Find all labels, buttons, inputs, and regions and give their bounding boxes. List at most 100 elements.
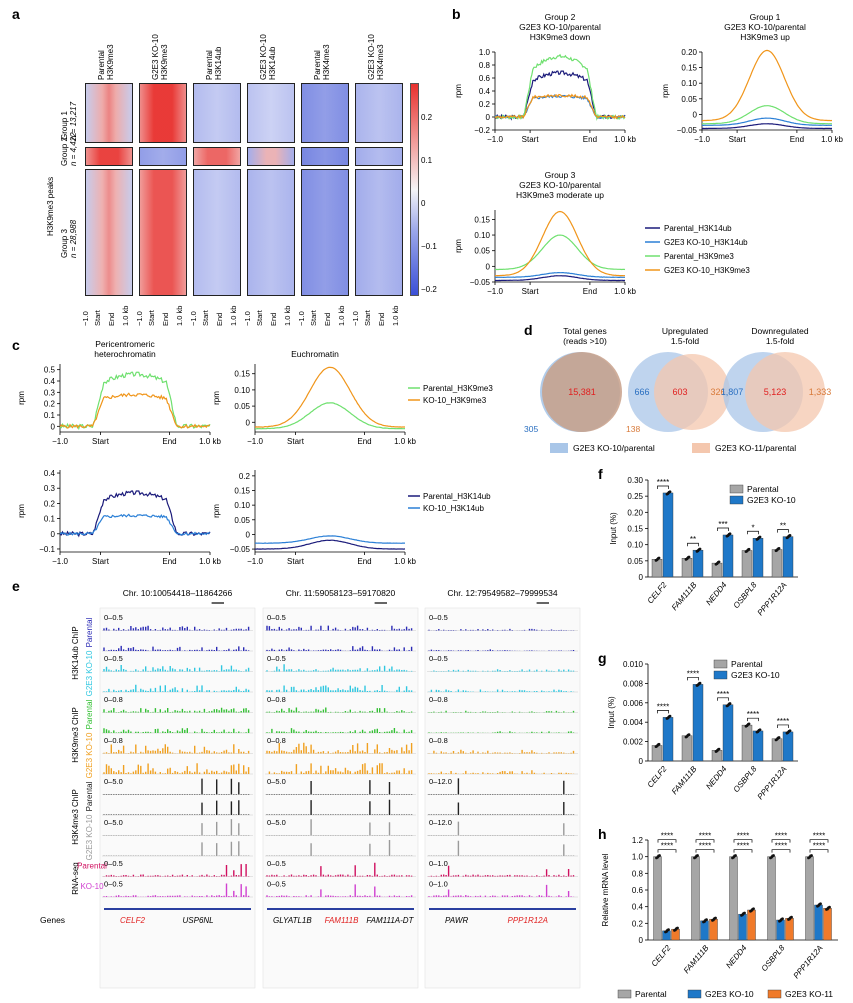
y-tick-label: 0.4 (632, 903, 644, 912)
heatmap-cell (193, 83, 241, 143)
group-name: Group 2 (60, 137, 69, 166)
profile-axes: 0.5 0.4 0.3 0.2 0.1 0 −1.0 Start End 1.0 kb (44, 364, 221, 446)
column-header-line2: H3K9me3 (160, 44, 169, 80)
x-tick-label: −1.0 (52, 437, 68, 446)
venn-title-line: 1.5-fold (766, 336, 795, 346)
heatmap-cell (247, 147, 295, 166)
category-label: NEDD4 (704, 580, 729, 607)
plot-title-line: Euchromatin (291, 349, 339, 359)
venn-count-center: 5,123 (764, 387, 787, 397)
track-signal (103, 819, 250, 836)
bar (681, 558, 693, 578)
gene-name: USP6NL (183, 916, 214, 925)
y-tick-label: 0.4 (44, 469, 56, 478)
heatmap-x-tick: End (377, 312, 386, 326)
track-range-label: 0–0.8 (104, 736, 123, 745)
y-axis-label: Input (%) (607, 696, 616, 729)
significance-bracket (809, 839, 829, 843)
heatmap-cell (193, 147, 241, 166)
heatmap-cell (355, 83, 403, 143)
genes-label: Genes (40, 915, 65, 925)
significance-bracket (777, 724, 789, 728)
y-tick-label: −0.05 (470, 278, 491, 287)
heatmap-x-tick: −1.0 (351, 311, 360, 326)
profile-line (59, 371, 211, 431)
heatmap-x-tick: 1.0 kb (283, 305, 292, 326)
gene-name: FAM111B (325, 916, 359, 925)
track-range-label: 0–0.5 (104, 654, 123, 663)
heatmap-column-header: G2E3 KO-10 H3K4me3 (367, 34, 385, 80)
heatmap-x-tick: 1.0 kb (229, 305, 238, 326)
venn-circle-ko11 (745, 352, 825, 432)
column-header-line2: H3K9me3 (106, 44, 115, 80)
track-signal (266, 884, 413, 897)
heatmap-x-tick: End (323, 312, 332, 326)
y-tick-label: −0.2 (474, 126, 490, 135)
significance-bracket (695, 849, 715, 853)
legend-label: Parental_H3K14ub (423, 492, 491, 501)
legend-label: G2E3 KO-10_H3K9me3 (664, 266, 750, 275)
y-tick-label: 0.4 (44, 377, 56, 386)
significance-label: **** (777, 717, 789, 726)
significance-label: **** (737, 842, 749, 851)
venn-count-right: 326 (710, 387, 725, 397)
x-tick-label: 1.0 kb (614, 287, 636, 296)
heatmap-cell (301, 147, 349, 166)
bar (741, 550, 753, 578)
bar (805, 856, 814, 941)
x-tick-label: Start (92, 437, 110, 446)
track-signal (103, 883, 250, 897)
legend-swatch (687, 989, 702, 999)
heatmap-x-tick: Start (255, 310, 264, 326)
profile-line (59, 490, 211, 538)
significance-bracket (695, 839, 715, 843)
track-signal (266, 840, 413, 856)
y-tick-label: 0 (486, 262, 491, 271)
y-tick-label: 0.10 (234, 386, 250, 395)
track-range-label: 0–0.8 (429, 736, 448, 745)
venn-title-line: Downregulated (751, 326, 808, 336)
bar (700, 920, 709, 941)
y-tick-label: 0.15 (681, 64, 697, 73)
sample-label: Parental (85, 699, 94, 729)
y-tick-label: 0.25 (627, 492, 643, 501)
y-tick-label: 0.20 (681, 48, 697, 57)
significance-label: **** (661, 842, 673, 851)
track-signal (266, 799, 413, 815)
track-range-label: 0–0.5 (267, 654, 286, 663)
column-header-line2: H3K14ub (268, 46, 277, 80)
heatmap-x-tick: −1.0 (81, 311, 90, 326)
significance-bracket (687, 677, 699, 681)
bar-chart-g: 0.010 0.008 0.006 0.004 0.002 0 Input (%) **** C… (607, 659, 798, 801)
x-tick-label: Start (522, 135, 540, 144)
y-tick-label: 0.2 (479, 100, 491, 109)
assay-label: H3K4me3 ChIP (71, 789, 80, 845)
y-tick-label: 0 (51, 422, 56, 431)
y-tick-label: 1.2 (632, 836, 644, 845)
venn-count-right: 1,333 (809, 387, 832, 397)
y-tick-label: 0.6 (632, 886, 644, 895)
x-tick-label: Start (522, 287, 540, 296)
track-range-label: 0–0.8 (429, 695, 448, 704)
y-tick-label: 0 (639, 936, 644, 945)
track-range-label: 0–0.5 (429, 654, 448, 663)
x-tick-label: End (790, 135, 804, 144)
panel-label-a: a (12, 6, 20, 22)
bar (653, 856, 662, 941)
track-signal (428, 778, 575, 795)
y-tick-label: 0.15 (234, 487, 250, 496)
category-label: CELF2 (650, 943, 673, 968)
legend-label: G2E3 KO-10 (731, 670, 780, 680)
y-tick-label: 0.002 (623, 738, 644, 747)
venn-count-center: 603 (672, 387, 687, 397)
bar (651, 559, 663, 578)
data-point (668, 714, 672, 718)
plot-title-line: H3K9me3 up (740, 32, 790, 42)
y-tick-label: 0.05 (474, 247, 490, 256)
significance-bracket (777, 529, 789, 533)
legend-label: G2E3 KO-10 (747, 495, 796, 505)
track-range-label: 0–0.8 (267, 736, 286, 745)
heatmap-x-tick: End (161, 312, 170, 326)
significance-label: **** (687, 669, 699, 678)
